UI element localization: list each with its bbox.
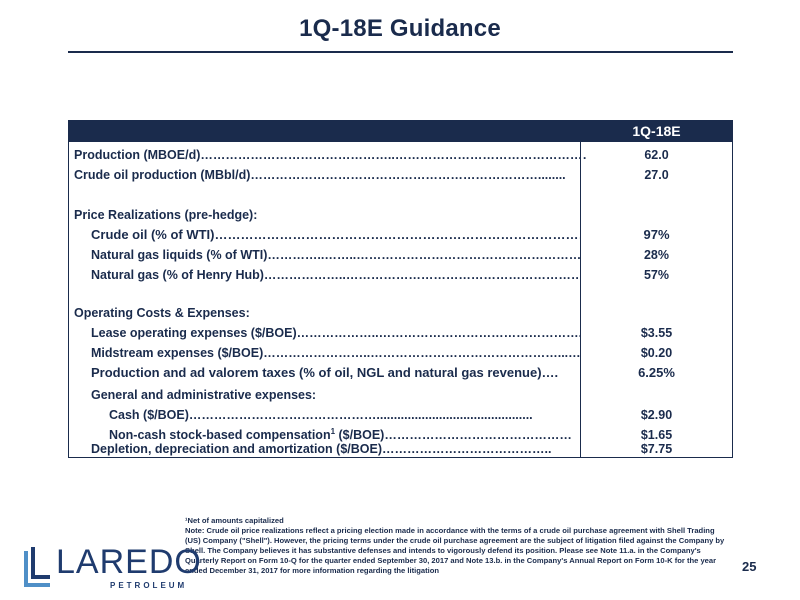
table-row-production: Production (MBOE/d)………………………………………..…………… [69,145,732,165]
row-label: Cash ($/BOE)……………………………………….............… [109,408,533,422]
page-number: 25 [742,559,757,574]
footnote-marker: 1 [330,426,336,436]
footnote-capitalized: ¹Net of amounts capitalized [185,516,284,525]
table-row-non-cash-compensation: Non-cash stock-based compensation1 ($/BO… [69,425,732,445]
section-label: Operating Costs & Expenses: [74,306,250,320]
row-label: Crude oil (% of WTI)……………………………………………………… [91,227,581,242]
row-label-text: Non-cash stock-based compensation [109,428,331,442]
row-value: 97% [643,227,670,242]
table-row-lease-operating: Lease operating expenses ($/BOE)………………..… [69,323,732,343]
row-value: $1.65 [640,428,673,442]
row-value: 62.0 [644,148,669,162]
logo-subtitle: PETROLEUM [110,581,188,590]
guidance-table: 1Q-18E Production (MBOE/d)……………………………………… [68,120,733,458]
row-value: 6.25% [638,365,675,380]
title-divider [68,51,733,53]
table-row-dda: Depletion, depreciation and amortization… [69,439,732,459]
section-label: General and administrative expenses: [91,388,317,402]
table-header: 1Q-18E [69,121,732,142]
section-heading-general-admin: General and administrative expenses: [69,385,732,405]
row-value: $2.90 [640,408,673,422]
section-label: Price Realizations (pre-hedge): [74,208,258,222]
section-heading-operating-costs: Operating Costs & Expenses: [69,303,732,323]
logo-mark-icon [24,547,50,587]
row-label-suffix: ($/BOE)……………………………………… [335,428,572,442]
logo-wordmark: LAREDO [56,543,202,581]
table-row-cash-ga: Cash ($/BOE)……………………………………….............… [69,405,732,425]
slide-title: 1Q-18E Guidance [299,15,501,42]
footnotes: ¹Net of amounts capitalized Note: Crude … [185,516,730,576]
footnote-litigation-note: Note: Crude oil price realizations refle… [185,526,725,575]
section-heading-price-realizations: Price Realizations (pre-hedge): [69,205,732,225]
table-row-ngl-realization: Natural gas liquids (% of WTI)…………..……..… [69,245,732,265]
column-divider [580,142,581,458]
row-label: Crude oil production (MBbl/d)……………………………… [74,168,566,182]
row-label: Production and ad valorem taxes (% of oi… [91,365,559,380]
row-label: Natural gas (% of Henry Hub)………………..…………… [91,268,581,282]
row-label: Lease operating expenses ($/BOE)………………..… [91,326,581,340]
row-value: $0.20 [640,346,673,360]
row-value: 28% [643,248,670,262]
row-label: Production (MBOE/d)………………………………………..…………… [74,148,586,162]
row-label: Midstream expenses ($/BOE)……………………..…………… [91,346,581,360]
table-row-natural-gas-realization: Natural gas (% of Henry Hub)………………..…………… [69,265,732,285]
row-value: 57% [643,268,670,282]
table-row-crude-production: Crude oil production (MBbl/d)……………………………… [69,165,732,185]
table-row-production-taxes: Production and ad valorem taxes (% of oi… [69,363,732,383]
column-header-1q18e: 1Q-18E [632,123,681,139]
row-label: Non-cash stock-based compensation1 ($/BO… [109,425,581,445]
table-row-midstream: Midstream expenses ($/BOE)……………………..…………… [69,343,732,363]
row-value: $7.75 [640,442,673,456]
row-value: $3.55 [640,326,673,340]
row-label: Depletion, depreciation and amortization… [91,442,552,456]
row-value: 27.0 [644,168,669,182]
laredo-petroleum-logo: LAREDO PETROLEUM [22,543,201,591]
table-row-crude-oil-realization: Crude oil (% of WTI)……………………………………………………… [69,225,732,245]
row-label: Natural gas liquids (% of WTI)…………..……..… [91,248,581,262]
